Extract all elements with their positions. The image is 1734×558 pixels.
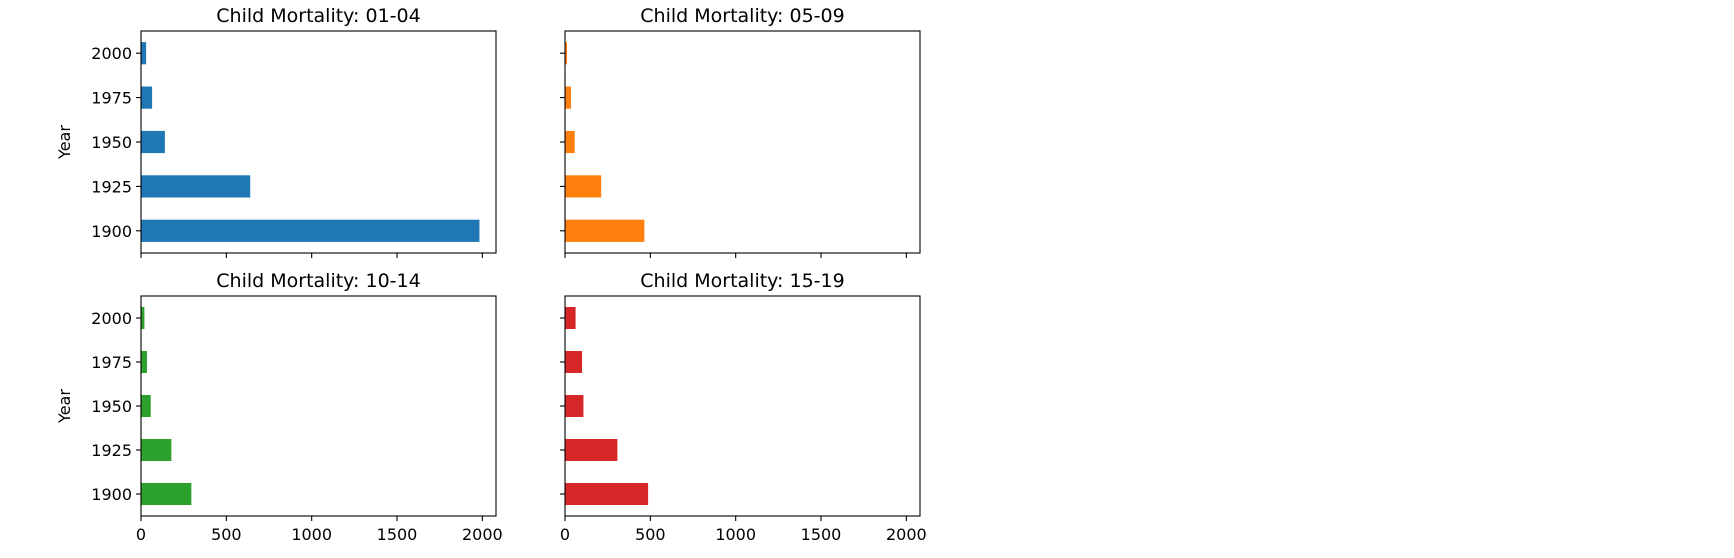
bar-1925: [141, 439, 172, 461]
y-tick-label: 2000: [91, 44, 132, 63]
bar-1925: [141, 175, 251, 198]
bar-1975: [565, 351, 583, 373]
y-tick-label: 1900: [91, 485, 132, 504]
y-tick-label: 1925: [91, 441, 132, 460]
x-tick-label: 1000: [291, 525, 332, 544]
y-tick-label: 1900: [91, 222, 132, 241]
x-tick-label: 500: [211, 525, 242, 544]
subplot-title: Child Mortality: 05-09: [640, 5, 844, 27]
subplot-title: Child Mortality: 15-19: [640, 270, 844, 292]
subplot-title: Child Mortality: 01-04: [216, 5, 420, 27]
bar-1975: [141, 351, 147, 373]
bar-1900: [141, 219, 480, 242]
subplot-title: Child Mortality: 10-14: [216, 270, 420, 292]
bar-1975: [565, 86, 571, 109]
bar-1950: [141, 395, 151, 417]
y-tick-label: 1975: [91, 353, 132, 372]
bar-1900: [141, 483, 192, 505]
bar-1950: [565, 130, 575, 154]
y-tick-label: 2000: [91, 309, 132, 328]
bar-1925: [565, 439, 618, 461]
y-tick-label: 1975: [91, 89, 132, 108]
x-tick-label: 1500: [801, 525, 842, 544]
y-tick-label: 1950: [91, 397, 132, 416]
subplot-4: 0 500 1000 1500 2000 Child Mortality: 15-19: [560, 270, 927, 544]
bar-2000: [565, 307, 576, 329]
x-tick-label: 1000: [715, 525, 756, 544]
subplot-3: 1900 1925 1950 1975 2000 0 500 1000 1500 2000 Chil…: [55, 270, 503, 544]
bar-1900: [565, 219, 645, 242]
y-axis-label: Year: [55, 389, 74, 424]
bar-2000: [141, 307, 145, 329]
x-tick-label: 0: [136, 525, 146, 544]
x-tick-label: 0: [560, 525, 570, 544]
bar-1950: [565, 395, 584, 417]
y-tick-label: 1950: [91, 133, 132, 152]
x-tick-label: 500: [635, 525, 666, 544]
bar-1925: [565, 175, 602, 198]
subplot-2: Child Mortality: 05-09: [560, 5, 921, 258]
axes-frame: [140, 295, 497, 517]
bar-2000: [565, 42, 568, 65]
x-tick-label: 1500: [377, 525, 418, 544]
bar-1900: [565, 483, 649, 505]
x-tick-label: 2000: [462, 525, 503, 544]
subplot-1: 1900 1925 1950 1975 2000 Child Mortality: 01-…: [55, 5, 497, 258]
y-axis-label: Year: [55, 125, 74, 160]
bar-1975: [141, 86, 153, 109]
y-tick-label: 1925: [91, 177, 132, 196]
bar-1950: [141, 130, 165, 154]
bar-2000: [141, 42, 147, 65]
x-tick-label: 2000: [886, 525, 927, 544]
